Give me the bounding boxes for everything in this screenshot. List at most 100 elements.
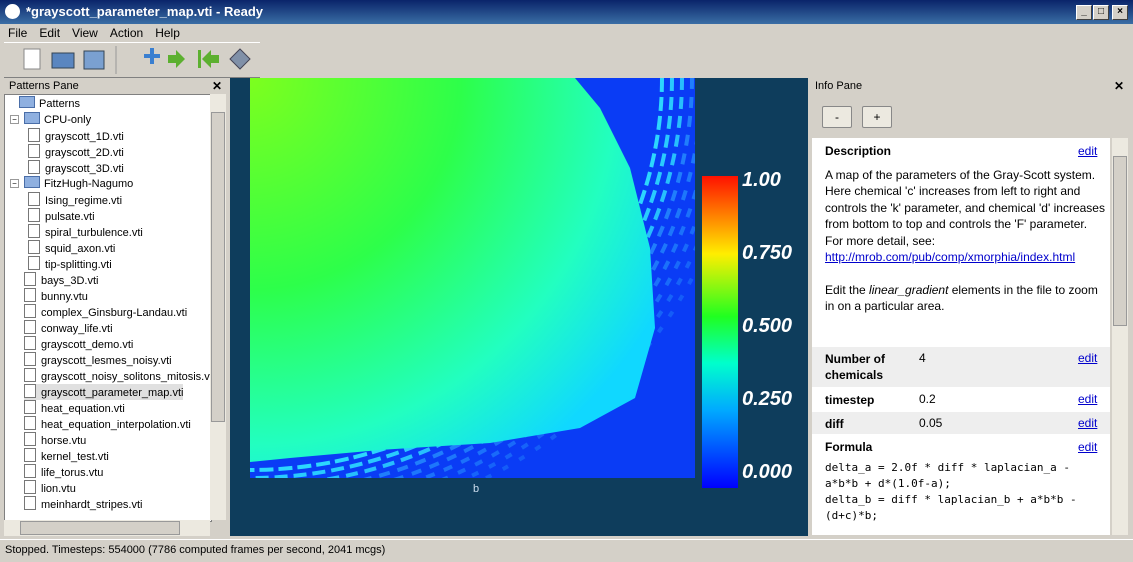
minimize-button[interactable]: _ [1076, 5, 1092, 20]
tree-label: life_torus.vtu [41, 467, 104, 479]
tree-label: grayscott_demo.vti [41, 339, 134, 351]
menu-item[interactable]: Edit [39, 26, 61, 40]
tree-file[interactable]: grayscott_noisy_solitons_mitosis.vti [24, 368, 212, 384]
tree-label: grayscott_noisy_solitons_mitosis.vti [41, 371, 212, 383]
tree-label: spiral_turbulence.vti [45, 227, 143, 239]
title-bar: *grayscott_parameter_map.vti - Ready _ □… [0, 0, 1133, 24]
tree-label: kernel_test.vti [41, 451, 109, 463]
tree-label: conway_life.vti [41, 323, 113, 335]
scroll-thumb[interactable] [211, 112, 225, 422]
tree-file[interactable]: life_torus.vtu [24, 464, 103, 480]
tree-file[interactable]: grayscott_parameter_map.vti [24, 384, 184, 400]
reference-link[interactable]: http://mrob.com/pub/comp/xmorphia/index.… [825, 250, 1076, 265]
colorbar-label: 0.500 [742, 315, 792, 337]
tree-file[interactable]: pulsate.vti [28, 208, 95, 224]
property-value: 4 [919, 351, 926, 365]
menu-item[interactable]: Help [155, 26, 180, 40]
tree-label: CPU-only [44, 114, 92, 126]
open-button[interactable] [51, 52, 75, 69]
close-pane[interactable]: ✕ [211, 79, 222, 93]
tree-folder[interactable]: Patterns [19, 96, 80, 112]
zoom-in-button[interactable]: + [862, 106, 892, 128]
run-button[interactable] [168, 50, 185, 68]
tree-label: grayscott_lesmes_noisy.vti [41, 355, 172, 367]
tree-file[interactable]: squid_axon.vti [28, 240, 115, 256]
tree-file[interactable]: kernel_test.vti [24, 448, 109, 464]
file-icon [24, 336, 36, 350]
tree-file[interactable]: grayscott_lesmes_noisy.vti [24, 352, 172, 368]
maximize-button[interactable]: □ [1093, 5, 1109, 20]
horizontal-scrollbar[interactable] [4, 520, 210, 536]
tree-folder[interactable]: CPU-only [24, 112, 91, 128]
scroll-thumb[interactable] [20, 521, 180, 535]
tree-file[interactable]: conway_life.vti [24, 320, 113, 336]
tree-label: bays_3D.vti [41, 275, 99, 287]
tree-file[interactable]: grayscott_3D.vti [28, 160, 124, 176]
tree-file[interactable]: heat_equation.vti [24, 400, 125, 416]
zoom-out-button[interactable]: - [822, 106, 852, 128]
edit-link[interactable]: edit [1078, 351, 1098, 365]
tree-file[interactable]: complex_Ginsburg-Landau.vti [24, 304, 187, 320]
tree-label: pulsate.vti [45, 211, 95, 223]
reset-button[interactable] [198, 50, 219, 68]
tree-file[interactable]: bunny.vtu [24, 288, 88, 304]
folder-icon [24, 176, 40, 188]
folder-icon [24, 112, 40, 124]
file-icon [28, 128, 40, 142]
tree-file[interactable]: meinhardt_stripes.vti [24, 496, 143, 512]
tree-file[interactable]: tip-splitting.vti [28, 256, 112, 272]
tree-label: complex_Ginsburg-Landau.vti [41, 307, 188, 319]
vertical-scrollbar[interactable] [1112, 138, 1128, 535]
file-icon [24, 432, 36, 446]
menu-item[interactable]: Action [109, 26, 144, 40]
vertical-scrollbar[interactable] [210, 94, 226, 520]
save-button[interactable] [83, 50, 105, 70]
add-button[interactable] [144, 48, 160, 64]
tree-label: bunny.vtu [41, 291, 88, 303]
file-icon [24, 464, 36, 478]
pane-title-text: Info Pane [815, 80, 863, 92]
file-icon [28, 240, 40, 254]
close-button[interactable]: × [1112, 5, 1128, 20]
property-value: 0.05 [919, 416, 943, 430]
colorbar-label: 0.750 [742, 242, 792, 264]
edit-link[interactable]: edit [1078, 392, 1098, 406]
menu-item[interactable]: View [72, 26, 98, 40]
tree-file[interactable]: grayscott_1D.vti [28, 128, 124, 144]
tree-file[interactable]: spiral_turbulence.vti [28, 224, 143, 240]
tree-file[interactable]: grayscott_demo.vti [24, 336, 133, 352]
close-pane[interactable]: ✕ [1113, 79, 1124, 93]
edit-link[interactable]: edit [1078, 416, 1098, 430]
tree-file[interactable]: heat_equation_interpolation.vti [24, 416, 191, 432]
patterns-pane: Patterns Pane ✕ Patterns − CPU-only grayscot… [4, 78, 228, 538]
pane-title: Patterns Pane ✕ [4, 78, 228, 94]
expander[interactable]: − [10, 115, 19, 124]
menu-item[interactable]: File [8, 26, 28, 40]
tree-file[interactable]: bays_3D.vti [24, 272, 98, 288]
status-text: Stopped. Timesteps: 554000 (7786 compute… [5, 544, 386, 556]
tree-label: Patterns [39, 98, 80, 110]
file-icon [24, 384, 36, 398]
randomize-button[interactable] [229, 48, 251, 70]
scroll-thumb[interactable] [1113, 156, 1127, 326]
tree-folder[interactable]: FitzHugh-Nagumo [24, 176, 133, 192]
tree-file[interactable]: horse.vtu [24, 432, 86, 448]
pane-title: Info Pane ✕ [810, 78, 1130, 94]
edit-link[interactable]: edit [1078, 440, 1098, 454]
section-heading: Formula [825, 440, 873, 454]
pane-title-text: Patterns Pane [9, 80, 79, 92]
tree-label: grayscott_2D.vti [45, 147, 124, 159]
new-button[interactable] [23, 48, 41, 70]
tree-file[interactable]: grayscott_2D.vti [28, 144, 124, 160]
pattern-blob [250, 78, 655, 462]
edit-link[interactable]: edit [1078, 144, 1098, 158]
expander[interactable]: − [10, 179, 19, 188]
axis-label: b [473, 483, 479, 495]
colorbar [702, 176, 738, 488]
tree-file[interactable]: Ising_regime.vti [28, 192, 122, 208]
property-row: diff 0.05 edit [812, 412, 1110, 434]
property-row: Number of chemicals 4 edit [812, 347, 1110, 387]
tree-file[interactable]: lion.vtu [24, 480, 76, 496]
file-icon [24, 272, 36, 286]
